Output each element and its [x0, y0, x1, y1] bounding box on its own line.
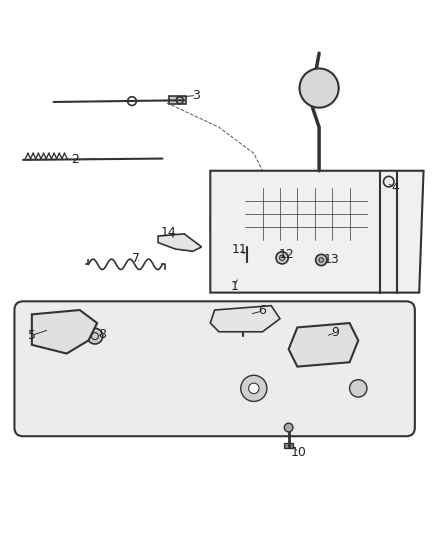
Circle shape — [276, 252, 288, 264]
Bar — [169, 96, 186, 104]
Text: 6: 6 — [258, 304, 266, 317]
Polygon shape — [158, 234, 201, 251]
Text: 13: 13 — [323, 253, 339, 266]
Bar — [219, 188, 237, 214]
Text: 3: 3 — [192, 89, 200, 102]
Circle shape — [284, 423, 293, 432]
Text: 9: 9 — [332, 326, 339, 339]
Bar — [210, 214, 237, 232]
Text: 8: 8 — [99, 328, 106, 341]
Circle shape — [64, 321, 73, 329]
Circle shape — [240, 315, 247, 322]
Text: 7: 7 — [132, 252, 140, 265]
Polygon shape — [210, 171, 424, 293]
Text: 14: 14 — [161, 226, 177, 239]
Bar — [284, 443, 293, 448]
Circle shape — [87, 328, 103, 344]
Polygon shape — [210, 305, 280, 332]
Text: 1: 1 — [230, 280, 238, 293]
Bar — [243, 260, 252, 263]
Text: 2: 2 — [71, 154, 79, 166]
Bar — [245, 188, 367, 240]
Circle shape — [350, 379, 367, 397]
Polygon shape — [32, 310, 97, 353]
Circle shape — [241, 375, 267, 401]
Text: 11: 11 — [232, 243, 248, 256]
Circle shape — [300, 68, 339, 108]
Circle shape — [249, 383, 259, 393]
Circle shape — [316, 254, 327, 265]
Text: 5: 5 — [28, 329, 36, 342]
Text: 12: 12 — [279, 248, 294, 261]
Text: 10: 10 — [290, 446, 306, 459]
Polygon shape — [289, 323, 358, 367]
FancyBboxPatch shape — [14, 301, 415, 436]
Text: 4: 4 — [391, 181, 399, 194]
